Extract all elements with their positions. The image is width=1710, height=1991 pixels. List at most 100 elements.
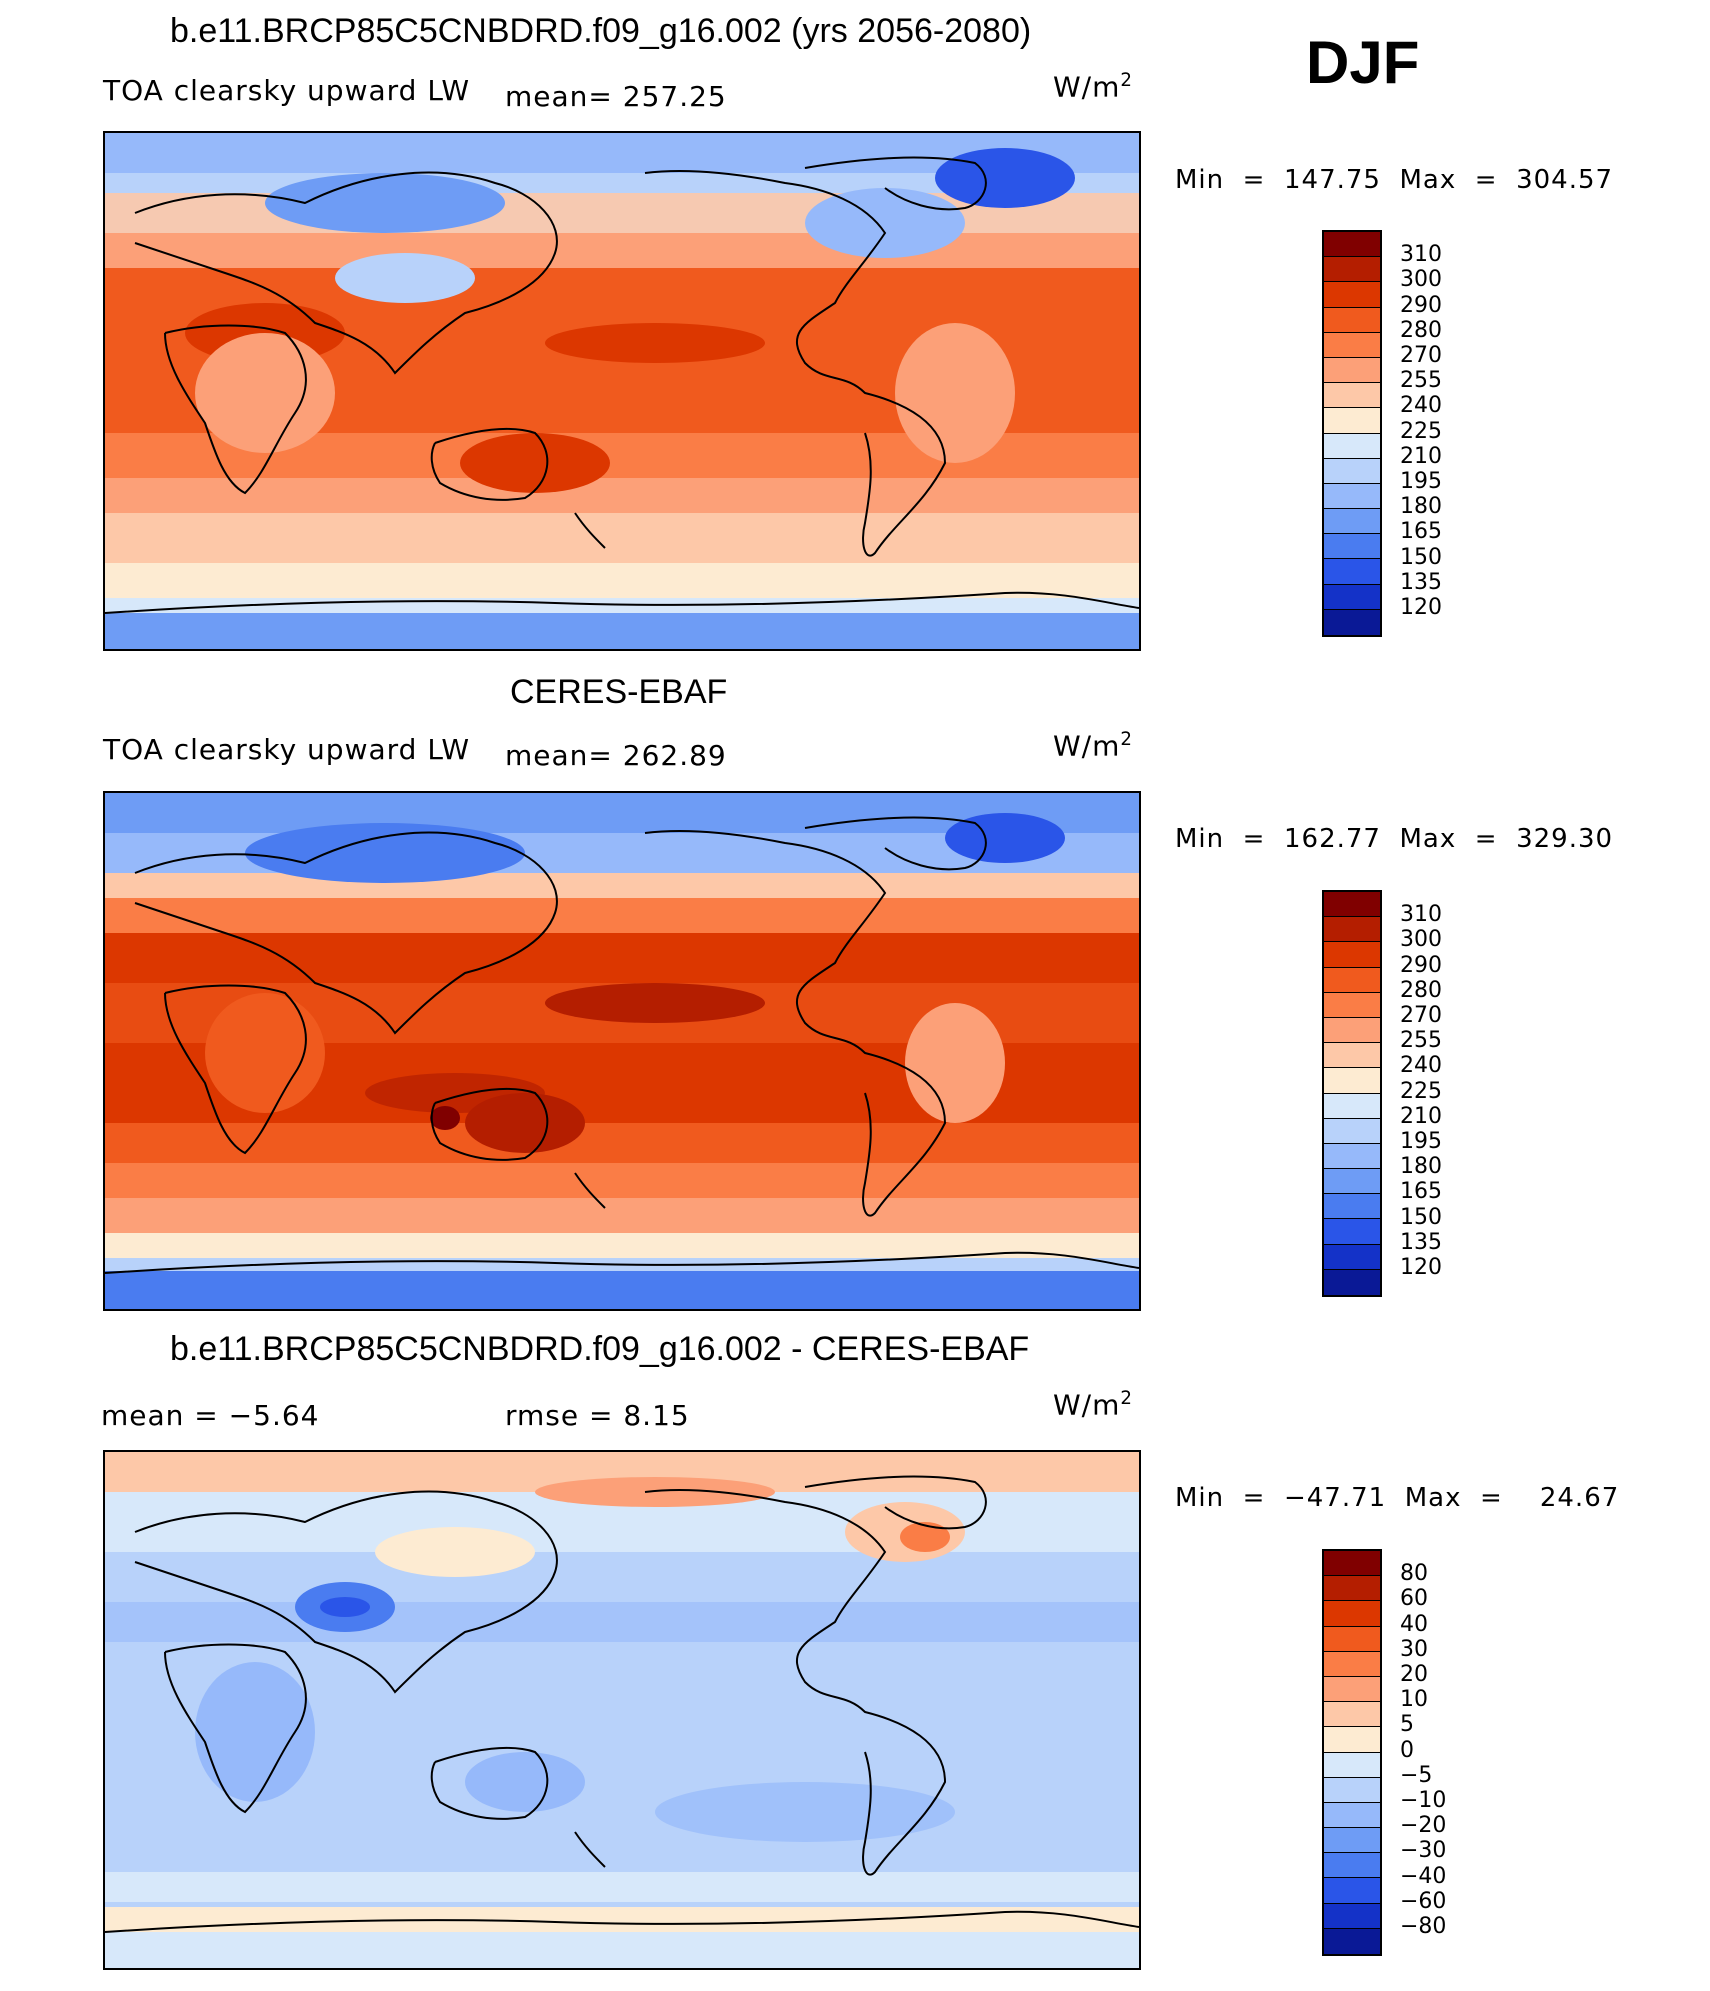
colorbar-tick-label: 180	[1400, 1154, 1442, 1180]
colorbar-swatch	[1324, 917, 1380, 943]
colorbar-swatch	[1324, 1777, 1380, 1803]
panel1-minmax: Min = 147.75 Max = 304.57	[1175, 165, 1614, 195]
colorbar-tick-label: 135	[1400, 1229, 1442, 1255]
colorbar-swatch	[1324, 1169, 1380, 1195]
colorbar-tick-label: −80	[1400, 1914, 1447, 1939]
colorbar-swatch	[1324, 1601, 1380, 1627]
colorbar-swatch	[1324, 1903, 1380, 1929]
colorbar-tick-label: 280	[1400, 977, 1442, 1003]
colorbar-swatch	[1324, 282, 1380, 308]
panel1-title: b.e11.BRCP85C5CNBDRD.f09_g16.002 (yrs 20…	[170, 12, 1032, 50]
colorbar-tick-label: 280	[1400, 317, 1442, 343]
panel2-map-graphic	[105, 793, 1139, 1309]
panel1-variable-label: TOA clearsky upward LW	[103, 74, 471, 107]
colorbar-swatch	[1324, 1194, 1380, 1220]
colorbar-swatch	[1324, 483, 1380, 510]
colorbar-tick-label: 120	[1400, 595, 1442, 620]
colorbar-swatch	[1324, 1651, 1380, 1677]
colorbar-swatch	[1324, 1269, 1380, 1295]
colorbar-swatch	[1324, 509, 1380, 535]
colorbar-swatch	[1324, 559, 1380, 585]
colorbar-swatch	[1324, 942, 1380, 968]
colorbar-swatch	[1324, 1802, 1380, 1829]
colorbar-tick-label: 240	[1400, 393, 1442, 419]
colorbar-swatch	[1324, 609, 1380, 635]
colorbar-tick-label: 300	[1400, 267, 1442, 293]
panel3-minmax: Min = −47.71 Max = 24.67	[1175, 1483, 1620, 1513]
colorbar-tick-label: 135	[1400, 569, 1442, 595]
colorbar-tick-label: 210	[1400, 1103, 1442, 1129]
panel3-map	[103, 1450, 1141, 1970]
colorbar-tick-label: 150	[1400, 544, 1442, 570]
panel3-title: b.e11.BRCP85C5CNBDRD.f09_g16.002 - CERES…	[170, 1330, 1030, 1368]
panel1-mean: mean= 257.25	[505, 80, 727, 113]
colorbar-tick-label: 310	[1400, 902, 1442, 928]
colorbar-tick-label: 0	[1400, 1737, 1414, 1763]
colorbar-swatch	[1324, 1576, 1380, 1602]
panel2-mean: mean= 262.89	[505, 739, 727, 772]
panel3-map-graphic	[105, 1452, 1139, 1968]
colorbar-tick-label: 40	[1400, 1611, 1428, 1637]
colorbar-tick-label: 195	[1400, 1129, 1442, 1154]
colorbar-tick-label: 210	[1400, 443, 1442, 469]
colorbar-tick-label: 20	[1400, 1662, 1428, 1687]
colorbar-swatch	[1324, 1068, 1380, 1094]
colorbar-tick-label: 30	[1400, 1636, 1428, 1662]
colorbar-swatch	[1324, 1928, 1380, 1954]
colorbar-tick-label: 270	[1400, 1003, 1442, 1028]
colorbar-swatch	[1324, 892, 1380, 918]
colorbar-swatch	[1324, 1878, 1380, 1904]
panel3-units: W/m2	[1053, 1388, 1133, 1422]
colorbar-tick-label: 225	[1400, 418, 1442, 444]
colorbar-swatch	[1324, 1244, 1380, 1270]
colorbar-tick-label: 150	[1400, 1204, 1442, 1230]
panel2-colorbar-swatches	[1322, 890, 1382, 1297]
colorbar-tick-label: 165	[1400, 519, 1442, 545]
colorbar-swatch	[1324, 232, 1380, 258]
panel3-colorbar-swatches	[1322, 1549, 1382, 1956]
colorbar-tick-label: 5	[1400, 1712, 1414, 1738]
colorbar-swatch	[1324, 1551, 1380, 1577]
colorbar-tick-label: 310	[1400, 242, 1442, 268]
colorbar-swatch	[1324, 357, 1380, 384]
colorbar-swatch	[1324, 1702, 1380, 1728]
colorbar-swatch	[1324, 967, 1380, 993]
colorbar-swatch	[1324, 332, 1380, 358]
colorbar-swatch	[1324, 408, 1380, 434]
colorbar-tick-label: 10	[1400, 1687, 1428, 1713]
colorbar-swatch	[1324, 1727, 1380, 1753]
colorbar-tick-label: 120	[1400, 1255, 1442, 1280]
colorbar-swatch	[1324, 1093, 1380, 1119]
colorbar-tick-label: 300	[1400, 927, 1442, 953]
panel1-colorbar-swatches	[1322, 230, 1382, 637]
colorbar-swatch	[1324, 584, 1380, 610]
panel2-title: CERES-EBAF	[510, 673, 728, 711]
colorbar-tick-label: −60	[1400, 1888, 1447, 1914]
colorbar-swatch	[1324, 1828, 1380, 1854]
colorbar-swatch	[1324, 1017, 1380, 1044]
panel2-variable-label: TOA clearsky upward LW	[103, 733, 471, 766]
colorbar-tick-label: 195	[1400, 469, 1442, 494]
panel2-map	[103, 791, 1141, 1311]
colorbar-tick-label: 60	[1400, 1586, 1428, 1612]
colorbar-swatch	[1324, 1043, 1380, 1069]
colorbar-swatch	[1324, 383, 1380, 409]
colorbar-swatch	[1324, 433, 1380, 459]
colorbar-tick-label: −5	[1400, 1762, 1433, 1788]
colorbar-swatch	[1324, 1118, 1380, 1144]
colorbar-swatch	[1324, 1853, 1380, 1879]
colorbar-swatch	[1324, 992, 1380, 1018]
colorbar-swatch	[1324, 1676, 1380, 1703]
colorbar-tick-label: −40	[1400, 1863, 1447, 1889]
panel1-map	[103, 131, 1141, 651]
colorbar-swatch	[1324, 1752, 1380, 1778]
colorbar-tick-label: 270	[1400, 343, 1442, 368]
colorbar-tick-label: 290	[1400, 952, 1442, 978]
colorbar-tick-label: 80	[1400, 1561, 1428, 1587]
colorbar-tick-label: 225	[1400, 1078, 1442, 1104]
colorbar-swatch	[1324, 1143, 1380, 1170]
colorbar-tick-label: −10	[1400, 1788, 1447, 1813]
panel1-units: W/m2	[1053, 70, 1133, 104]
colorbar-tick-label: 165	[1400, 1179, 1442, 1205]
colorbar-tick-label: 255	[1400, 368, 1442, 394]
